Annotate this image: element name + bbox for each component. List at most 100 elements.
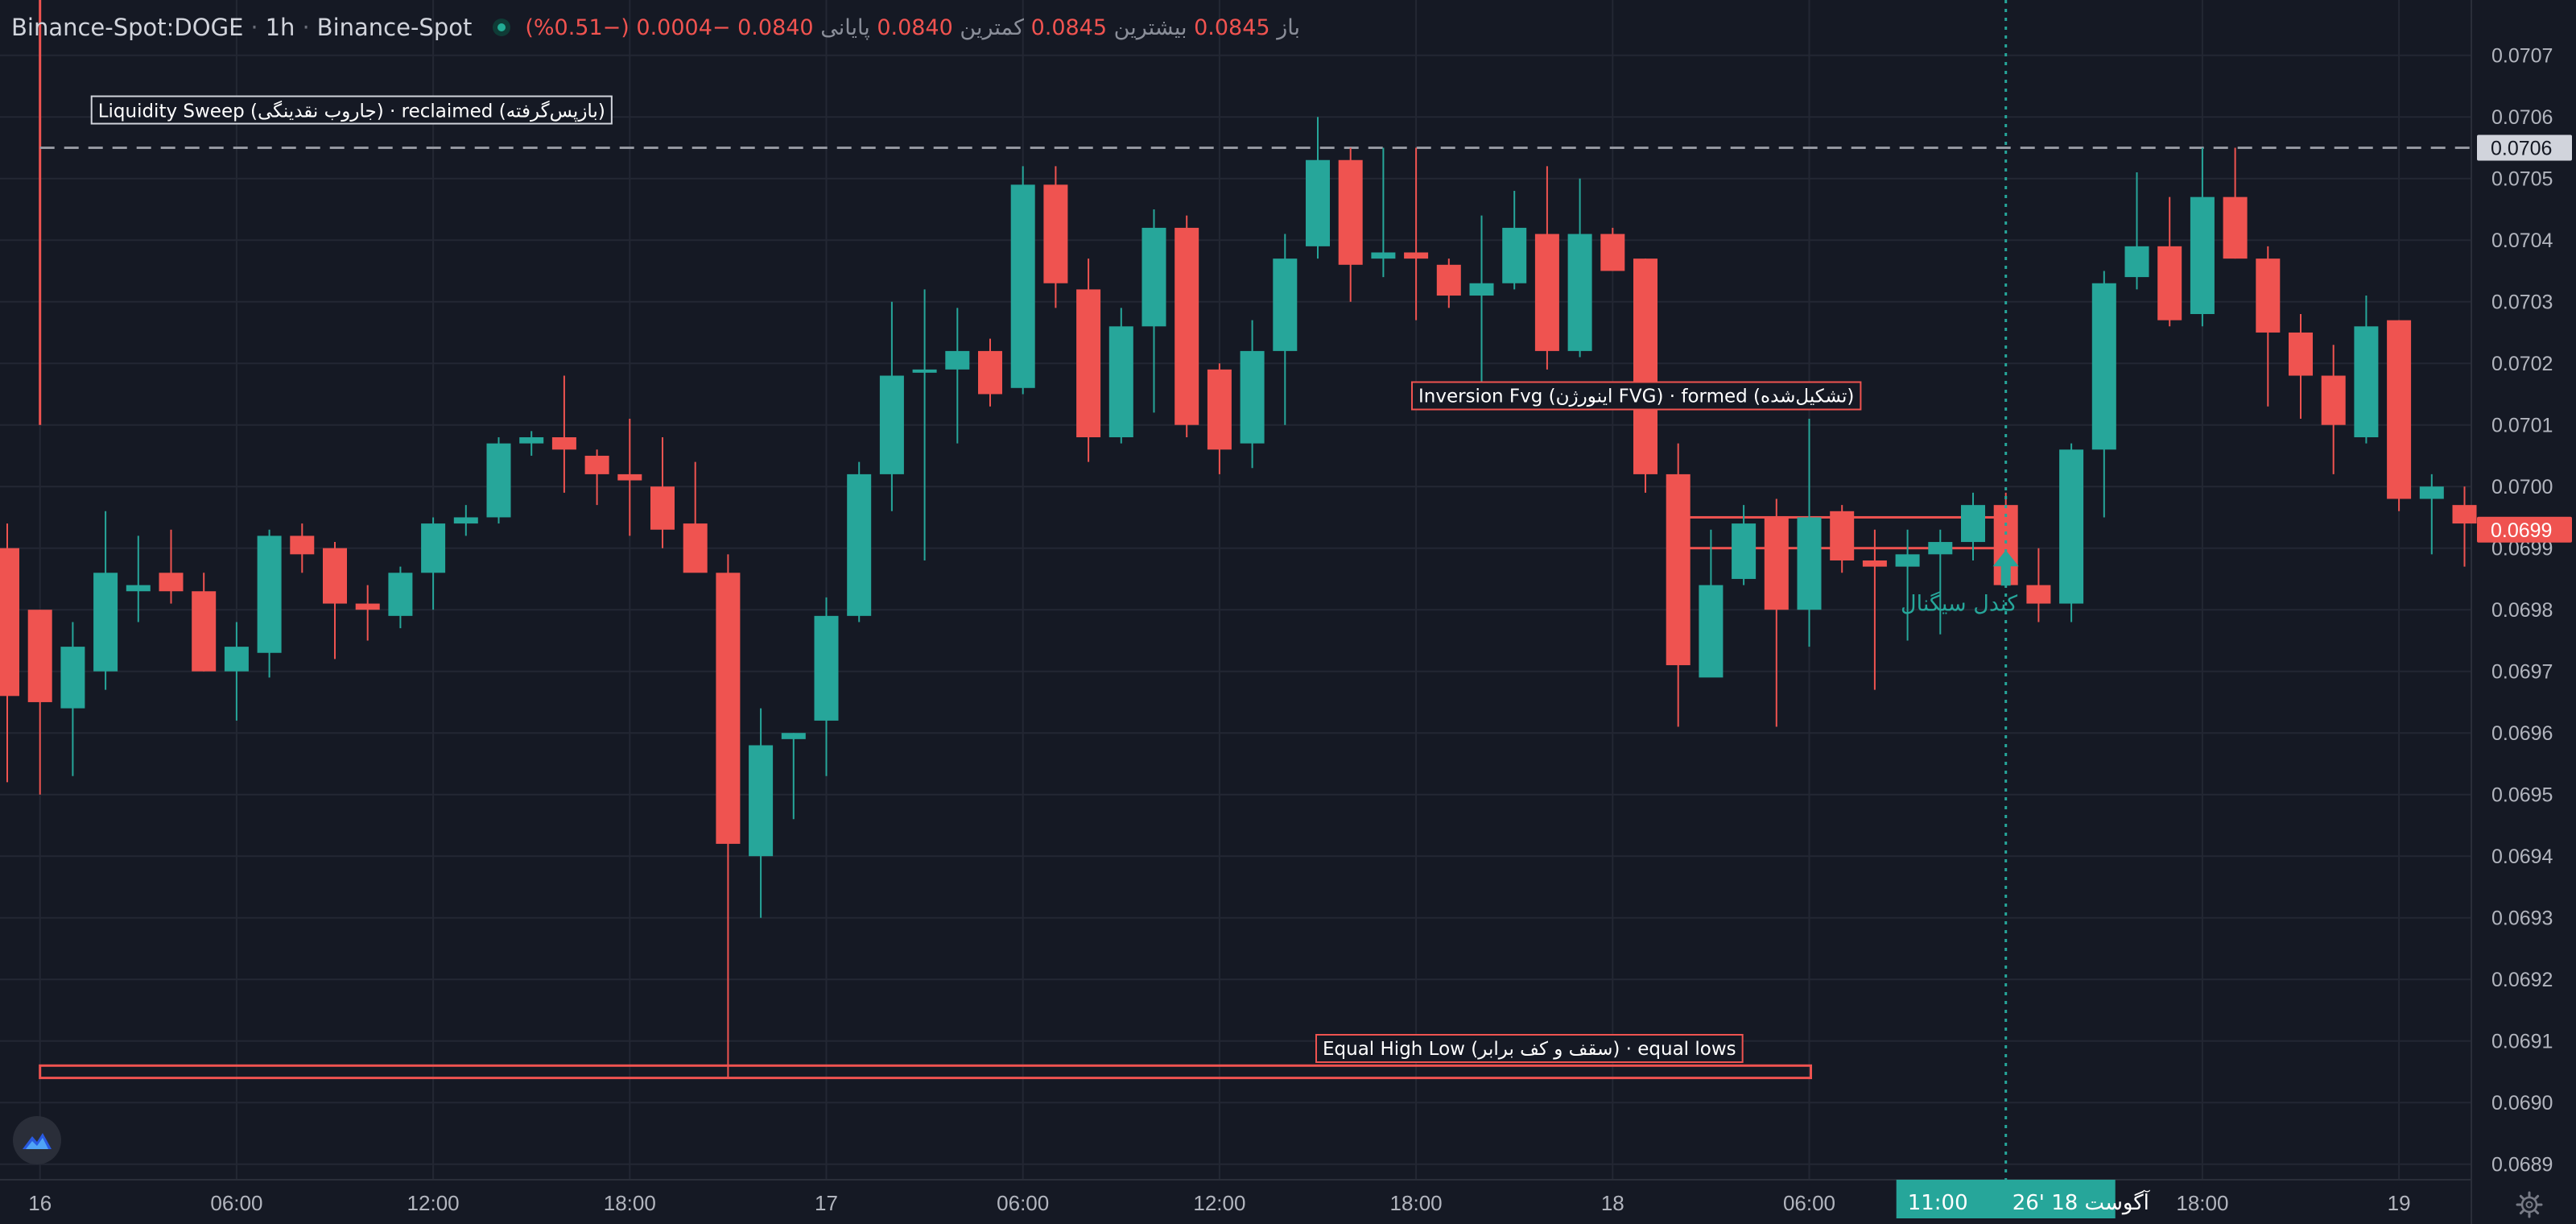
candle-body[interactable] — [1633, 258, 1657, 474]
candle-body[interactable] — [2321, 375, 2346, 425]
candle-body[interactable] — [27, 610, 52, 702]
symbol-name[interactable]: Binance-Spot:DOGE — [11, 14, 244, 41]
candle-body[interactable] — [1600, 234, 1625, 271]
candle-body[interactable] — [716, 573, 741, 844]
candle-body[interactable] — [1174, 227, 1199, 425]
candle-body[interactable] — [2289, 332, 2313, 376]
buy-signal-arrow-icon[interactable] — [1992, 550, 2019, 586]
candle-body[interactable] — [1240, 350, 1265, 444]
candle-body[interactable] — [388, 573, 413, 616]
candle-body[interactable] — [650, 486, 675, 530]
candle-body[interactable] — [2190, 196, 2215, 314]
y-tick-label: 0.0705 — [2491, 168, 2553, 191]
candle-body[interactable] — [1076, 289, 1101, 437]
candle-body[interactable] — [1436, 264, 1461, 296]
candle-body[interactable] — [2354, 326, 2379, 437]
candle-body[interactable] — [2124, 246, 2149, 278]
candle-body[interactable] — [159, 573, 184, 592]
candle-body[interactable] — [1732, 523, 1757, 579]
separator: · — [302, 14, 310, 41]
candle-body[interactable] — [1502, 227, 1527, 283]
candle-body[interactable] — [1928, 542, 1953, 555]
candle-body[interactable] — [2452, 505, 2477, 524]
candle-body[interactable] — [847, 473, 872, 616]
candle-body[interactable] — [1207, 369, 1232, 450]
candle-body[interactable] — [781, 733, 806, 739]
candle-body[interactable] — [192, 591, 217, 672]
candle-body[interactable] — [1830, 511, 1855, 560]
candle-body[interactable] — [1699, 585, 1724, 678]
candle-body[interactable] — [978, 350, 1002, 395]
candle-body[interactable] — [355, 603, 380, 610]
candle-body[interactable] — [551, 437, 576, 450]
equal-lows-zone[interactable] — [39, 1064, 1813, 1080]
candle-body[interactable] — [2419, 486, 2444, 499]
candle-body[interactable] — [2223, 196, 2248, 259]
open-value: 0.0845 — [1194, 14, 1270, 40]
candle-body[interactable] — [1666, 473, 1690, 666]
interval-label[interactable]: 1h — [265, 14, 295, 41]
candle-body[interactable] — [1534, 234, 1559, 351]
candle-body[interactable] — [0, 548, 19, 697]
app-logo-icon[interactable] — [13, 1116, 61, 1164]
candle-body[interactable] — [1043, 184, 1068, 283]
candle-body[interactable] — [421, 523, 446, 573]
candle-body[interactable] — [1895, 554, 1920, 567]
exchange-label: Binance-Spot — [316, 14, 473, 41]
candle-body[interactable] — [323, 548, 347, 604]
candle-body[interactable] — [683, 523, 708, 573]
candle-body[interactable] — [749, 745, 774, 857]
candle-body[interactable] — [1108, 326, 1133, 437]
candle-body[interactable] — [257, 536, 282, 653]
candle-body[interactable] — [1010, 184, 1035, 388]
candle-body[interactable] — [1141, 227, 1166, 327]
high-value: 0.0845 — [1030, 14, 1108, 40]
equal-high-low-label[interactable]: Equal High Low (سقف و کف برابر) · equal … — [1323, 1039, 1736, 1060]
candle-body[interactable] — [2026, 585, 2051, 604]
candle-body[interactable] — [519, 437, 544, 444]
candle-body[interactable] — [224, 647, 249, 672]
candle-body[interactable] — [879, 375, 904, 474]
signal-label: کندل سیگنال — [1901, 590, 2017, 616]
candle-body[interactable] — [912, 369, 937, 373]
candle-body[interactable] — [1469, 283, 1494, 296]
candle-body[interactable] — [1306, 159, 1330, 246]
candle-body[interactable] — [2256, 258, 2281, 333]
candle-body[interactable] — [584, 455, 609, 474]
candle-body[interactable] — [1961, 505, 1985, 543]
candle-body[interactable] — [486, 443, 511, 518]
candle-body[interactable] — [814, 615, 839, 721]
candle-body[interactable] — [1273, 258, 1298, 351]
candle-body[interactable] — [2059, 449, 2084, 604]
candle-body[interactable] — [126, 585, 151, 592]
y-tick-label: 0.0692 — [2491, 969, 2553, 991]
candle-body[interactable] — [93, 573, 118, 672]
last-price-badge-text: 0.0699 — [2491, 519, 2552, 542]
candle-body[interactable] — [1404, 252, 1429, 259]
settings-gear-icon[interactable] — [2515, 1190, 2544, 1219]
candle-body[interactable] — [945, 350, 970, 370]
candle-body[interactable] — [1764, 517, 1789, 610]
candle-body[interactable] — [1567, 234, 1592, 351]
candle-body[interactable] — [2157, 246, 2182, 320]
time-axis-highlight-time: 11:00 — [1908, 1191, 1968, 1215]
liquidity-sweep-label[interactable]: Liquidity Sweep (جاروب نقدینگی) · reclai… — [98, 101, 605, 122]
inversion-fvg-label[interactable]: Inversion Fvg (اینورژن FVG) · formed (تش… — [1418, 387, 1854, 407]
candle-body[interactable] — [1338, 159, 1363, 265]
candle-body[interactable] — [1371, 252, 1396, 259]
x-tick-label: 19 — [2388, 1191, 2411, 1215]
candle-body[interactable] — [2091, 283, 2116, 450]
high-label: بیشترین — [1113, 14, 1187, 40]
x-tick-label: 18:00 — [2176, 1191, 2228, 1215]
candle-body[interactable] — [617, 473, 642, 481]
candle-body[interactable] — [453, 517, 478, 524]
y-tick-label: 0.0700 — [2491, 476, 2553, 498]
candle-body[interactable] — [1862, 560, 1887, 567]
separator: · — [250, 14, 258, 41]
candle-body[interactable] — [1797, 517, 1822, 610]
candle-body[interactable] — [2387, 320, 2412, 499]
candle-body[interactable] — [60, 647, 85, 709]
candle-body[interactable] — [290, 536, 315, 555]
